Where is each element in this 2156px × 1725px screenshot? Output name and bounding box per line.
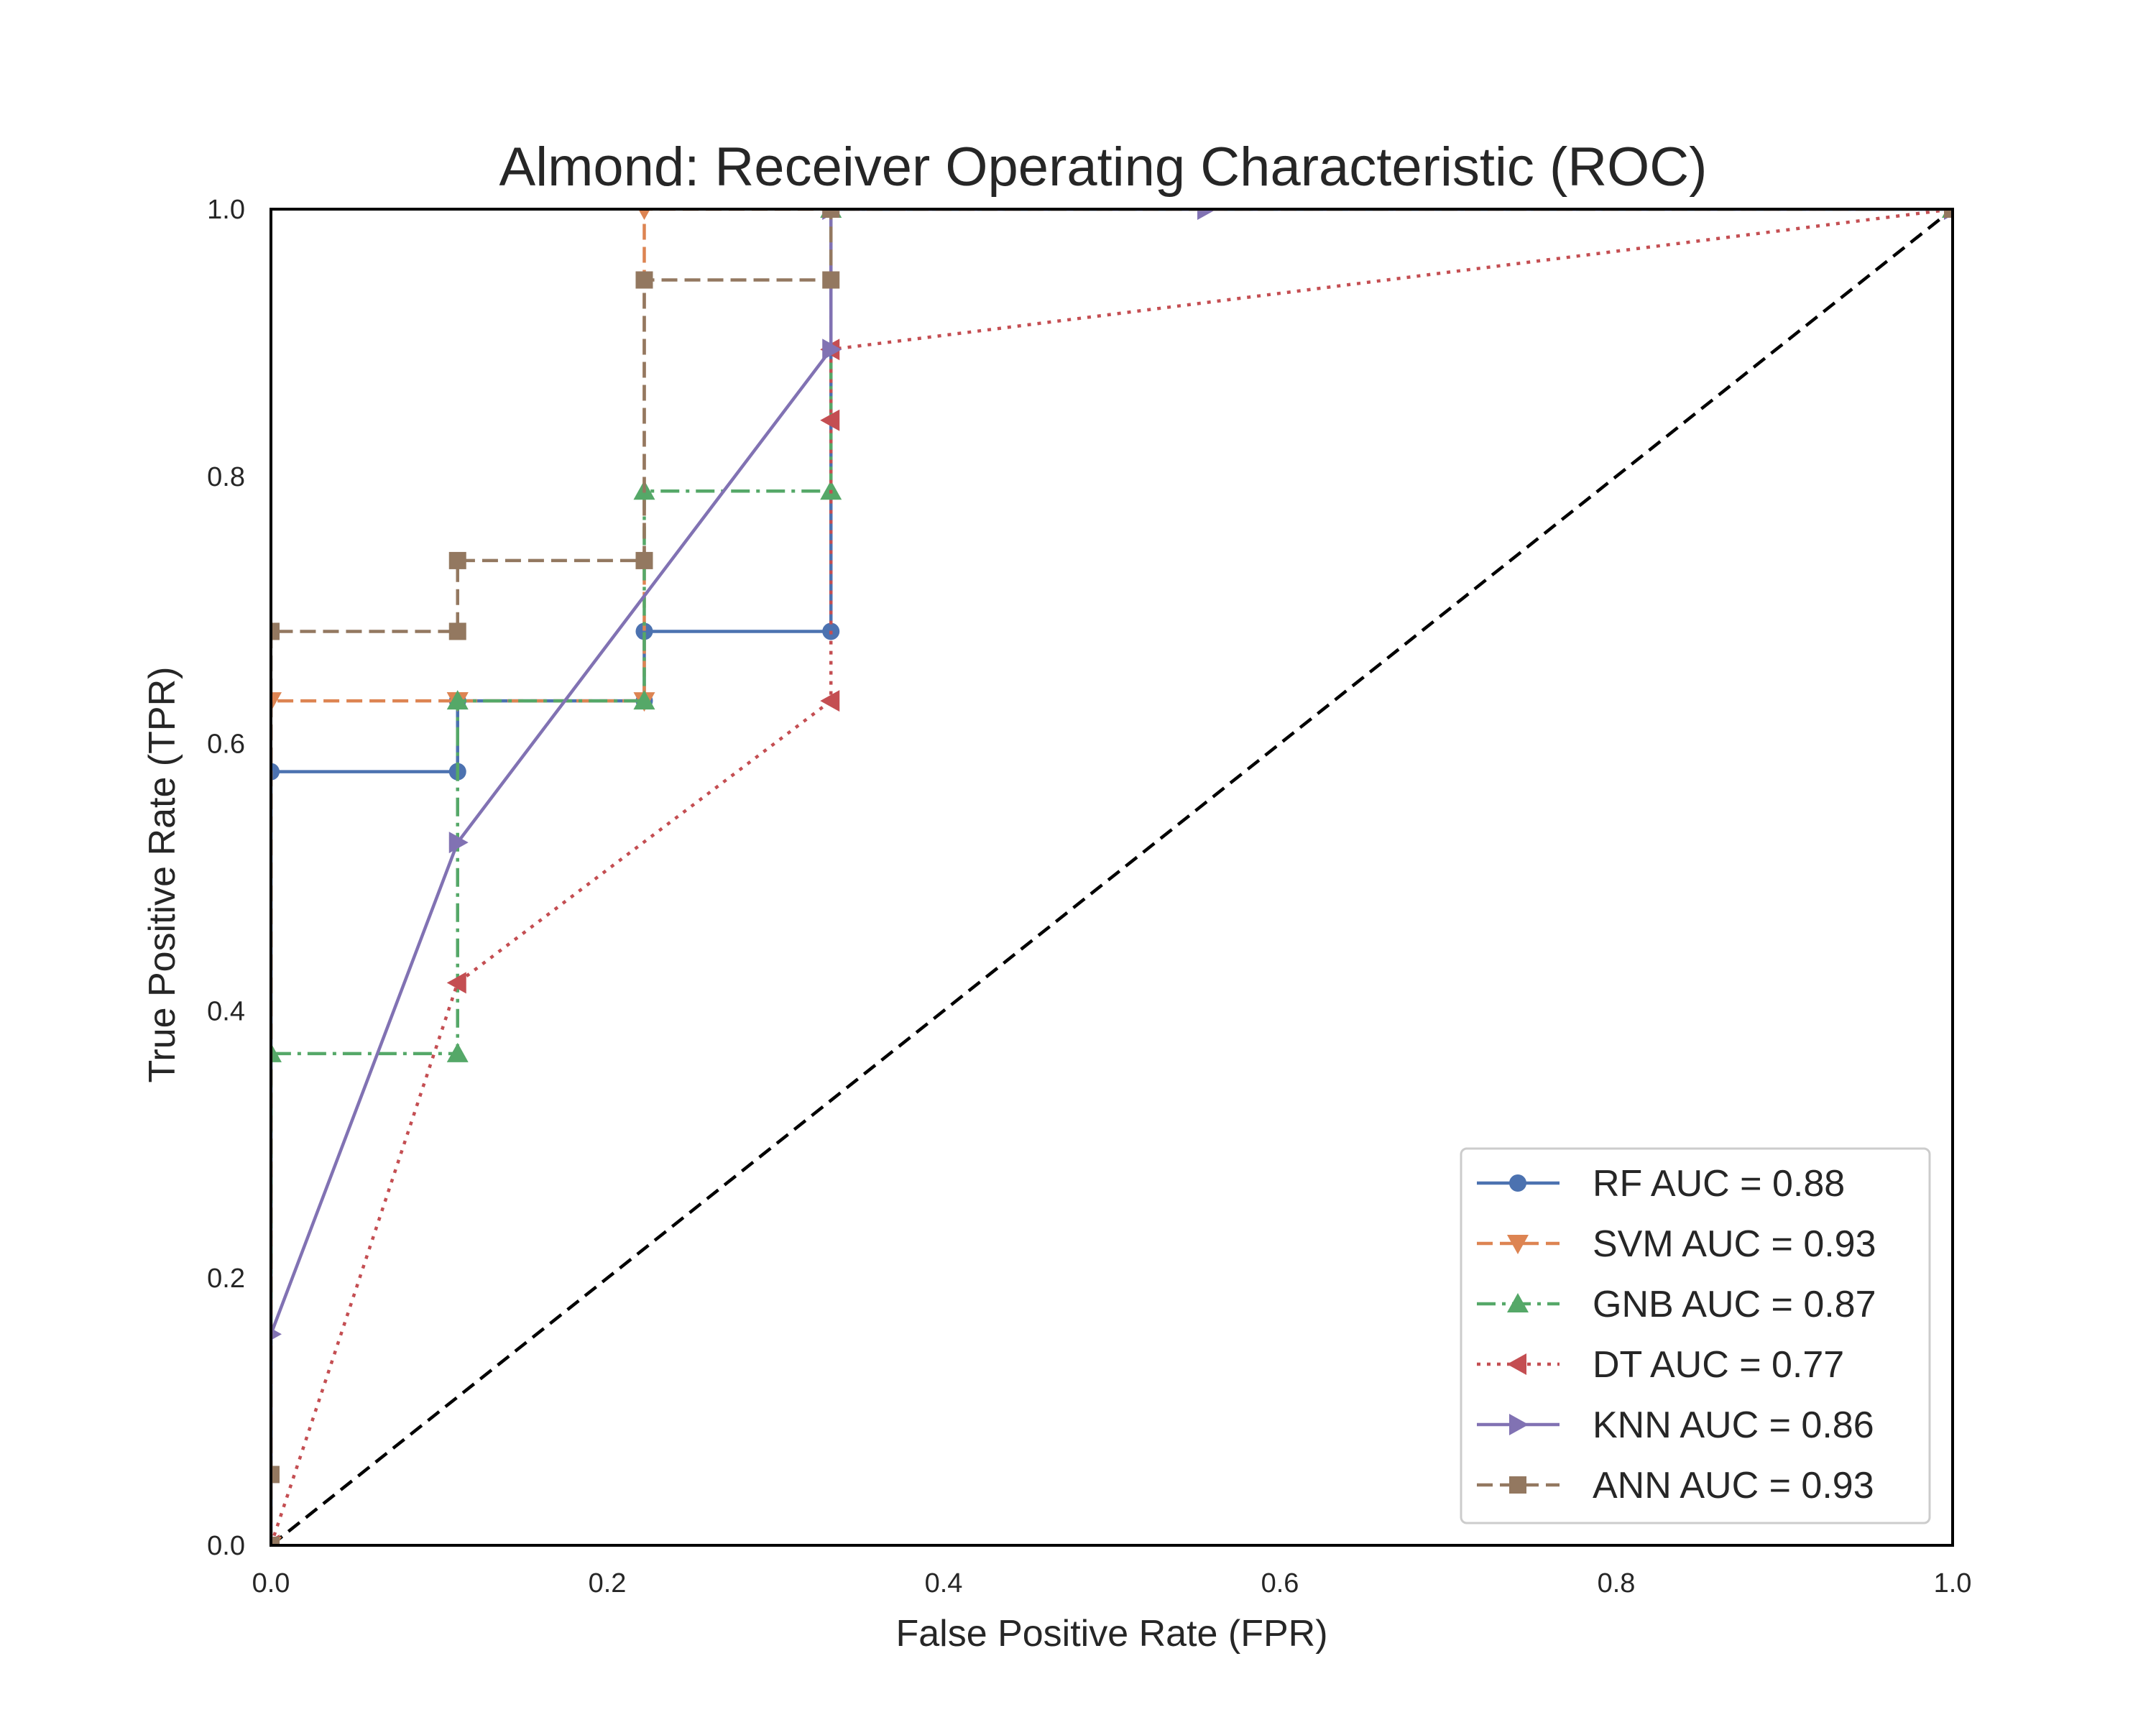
series-point-3-3 [820, 409, 840, 431]
diagonal-reference-line [271, 209, 1953, 1545]
chart-title: Almond: Receiver Operating Characteristi… [499, 137, 1708, 198]
legend-marker-5 [1509, 1476, 1526, 1494]
y-tick-label: 0.2 [207, 1264, 245, 1294]
legend-label-5: ANN AUC = 0.93 [1593, 1465, 1874, 1506]
series-point-3-1 [446, 972, 466, 994]
y-axis-label: True Positive Rate (TPR) [142, 667, 183, 1083]
series-point-5-0 [271, 1537, 280, 1545]
series-point-3-2 [820, 690, 840, 712]
series-point-5-5 [635, 551, 653, 569]
x-tick-label: 0.6 [1261, 1568, 1299, 1598]
series-point-2-2 [446, 1042, 469, 1062]
series-point-2-3 [446, 690, 469, 710]
series-point-1-1 [271, 692, 282, 712]
series-point-2-1 [271, 1042, 282, 1062]
legend-marker-4 [1509, 1414, 1529, 1435]
x-tick-label: 0.8 [1598, 1568, 1636, 1598]
y-tick-label: 0.8 [207, 462, 245, 492]
legend-marker-0 [1509, 1174, 1526, 1192]
series-point-5-9 [1944, 209, 1953, 218]
legend: RF AUC = 0.88 SVM AUC = 0.93 GNB AUC = 0.8… [1460, 1147, 1931, 1524]
y-tick-label: 0.4 [207, 996, 245, 1026]
plot-content [271, 209, 1953, 1545]
x-axis-label: False Positive Rate (FPR) [895, 1613, 1327, 1655]
x-tick-label: 0.4 [925, 1568, 963, 1598]
series-point-0-1 [271, 763, 280, 781]
series-point-1-5 [638, 209, 650, 220]
x-tick-label: 1.0 [1934, 1568, 1972, 1598]
series-point-5-4 [448, 551, 466, 569]
series-5 [271, 209, 1953, 1545]
series-point-2-4 [633, 690, 655, 710]
legend-marker-3 [1507, 1353, 1526, 1375]
plot-area: 0.0 0.2 0.4 0.6 0.8 1.0 0.0 0.2 0.4 0.6 0.8 1.0 [207, 195, 1971, 1598]
series-point-5-8 [822, 209, 840, 218]
series-point-4-5 [1197, 209, 1217, 220]
series-point-5-7 [822, 271, 840, 289]
axes-frame [270, 208, 1954, 1547]
series-point-5-1 [271, 1466, 280, 1484]
x-tick-label: 0.0 [252, 1568, 290, 1598]
legend-label-2: GNB AUC = 0.87 [1593, 1284, 1876, 1325]
legend-marker-2 [1507, 1293, 1529, 1312]
y-tick-label: 0.0 [207, 1531, 245, 1561]
legend-box [1460, 1147, 1931, 1524]
series-point-4-2 [448, 832, 469, 854]
x-tick-label: 0.2 [589, 1568, 627, 1598]
series-point-0-5 [635, 622, 653, 640]
legend-label-0: RF AUC = 0.88 [1593, 1163, 1845, 1205]
legend-label-3: DT AUC = 0.77 [1593, 1344, 1844, 1386]
y-tick-label: 1.0 [207, 195, 245, 225]
y-tick-label: 0.6 [207, 730, 245, 760]
series-point-4-3 [822, 339, 842, 361]
legend-label-1: SVM AUC = 0.93 [1593, 1223, 1876, 1265]
series-point-5-3 [448, 622, 466, 640]
legend-marker-1 [1507, 1235, 1529, 1254]
series-point-4-1 [271, 1328, 282, 1340]
legend-label-4: KNN AUC = 0.86 [1593, 1404, 1874, 1446]
series-line-3 [271, 209, 1953, 1545]
series-point-5-2 [271, 622, 280, 640]
series-point-5-6 [635, 271, 653, 289]
